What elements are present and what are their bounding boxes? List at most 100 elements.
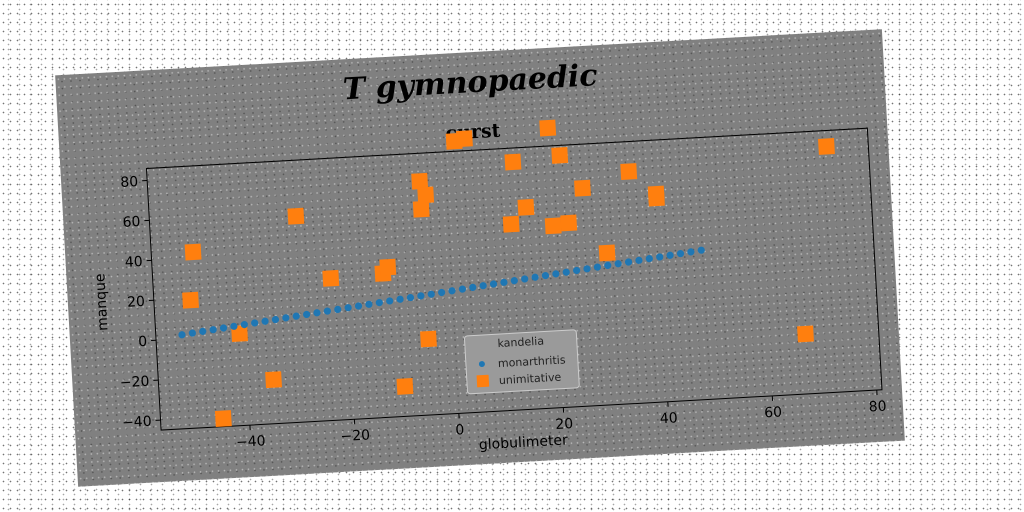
data-point-monarthritis [573, 266, 581, 275]
data-point-monarthritis [406, 293, 415, 302]
data-point-unimitative [560, 214, 578, 232]
legend: kandelia monarthritis unimitative [463, 329, 580, 395]
data-point-monarthritis [562, 268, 570, 276]
data-point-unimitative [598, 244, 616, 262]
plot-frame [145, 127, 883, 431]
data-point-monarthritis [593, 263, 602, 271]
data-point-monarthritis [261, 317, 269, 325]
data-point-monarthritis [469, 283, 477, 291]
data-point-unimitative [551, 146, 569, 164]
data-point-unimitative [504, 153, 522, 171]
data-point-monarthritis [583, 265, 591, 273]
data-point-unimitative [647, 185, 665, 203]
data-point-monarthritis [209, 326, 217, 334]
legend-title: kandelia [497, 335, 544, 351]
legend-box [463, 329, 580, 395]
data-point-unimitative [411, 172, 429, 190]
data-point-monarthritis [521, 275, 529, 283]
y-tick-label: 60 [122, 214, 141, 231]
data-point-unimitative [287, 207, 305, 225]
data-point-monarthritis [635, 256, 643, 264]
data-point-monarthritis [303, 310, 311, 319]
data-point-unimitative [182, 291, 199, 309]
data-point-monarthritis [396, 295, 404, 303]
legend-label-monarthritis: monarthritis [498, 353, 567, 370]
data-point-monarthritis [417, 292, 425, 300]
legend-marker-monarthritis [478, 361, 485, 368]
data-point-monarthritis [271, 315, 280, 324]
data-point-monarthritis [531, 273, 539, 281]
data-point-monarthritis [199, 327, 207, 335]
data-point-unimitative [184, 243, 202, 261]
data-point-unimitative [379, 258, 397, 276]
data-point-monarthritis [624, 258, 633, 266]
x-axis: −40 −20 0 20 40 60 80 [236, 390, 887, 451]
data-point-monarthritis [656, 253, 664, 261]
data-point-unimitative [214, 410, 232, 428]
data-point-monarthritis [354, 302, 363, 310]
x-tick-label: 80 [868, 399, 887, 416]
legend-label-unimitative: unimitative [499, 371, 562, 387]
data-point-monarthritis [427, 290, 435, 298]
data-point-monarthritis [219, 324, 228, 332]
data-point-monarthritis [178, 331, 186, 339]
data-point-monarthritis [375, 299, 383, 307]
y-tick-label: 80 [120, 174, 139, 191]
data-point-unimitative [818, 138, 835, 155]
data-point-monarthritis [448, 287, 456, 295]
data-point-monarthritis [188, 329, 196, 337]
y-axis-label: manque [92, 273, 111, 331]
figure-suptitle: T gymnopaedic [342, 58, 598, 107]
data-point-unimitative [544, 217, 562, 235]
y-axis: −40 −20 0 20 40 60 80 [119, 174, 161, 431]
data-point-monarthritis [230, 322, 238, 330]
data-point-monarthritis [697, 246, 705, 254]
data-point-monarthritis [458, 285, 466, 293]
data-point-unimitative [456, 130, 473, 148]
x-tick-label: 0 [455, 422, 465, 438]
data-point-monarthritis [645, 255, 653, 263]
data-point-monarthritis [614, 260, 622, 268]
data-point-unimitative [539, 119, 557, 137]
data-point-monarthritis [292, 312, 300, 320]
data-point-monarthritis [240, 321, 248, 329]
data-point-monarthritis [386, 297, 394, 305]
x-tick-label: 40 [659, 410, 678, 427]
data-point-monarthritis [541, 271, 550, 280]
y-tick-label: 40 [124, 254, 143, 271]
data-point-monarthritis [489, 280, 498, 288]
data-point-monarthritis [479, 282, 487, 290]
data-point-unimitative [574, 179, 591, 197]
data-point-unimitative [412, 200, 430, 218]
data-point-unimitative [502, 215, 520, 233]
y-tick-label: −20 [119, 374, 149, 392]
data-point-unimitative [620, 163, 638, 180]
data-point-unimitative [265, 371, 283, 389]
data-point-monarthritis [344, 304, 352, 312]
data-point-monarthritis [438, 288, 446, 297]
data-point-monarthritis [687, 248, 695, 256]
data-point-monarthritis [552, 270, 560, 278]
x-tick-label: −40 [236, 433, 266, 451]
x-tick-label: −20 [340, 427, 370, 445]
data-point-monarthritis [313, 309, 321, 317]
x-tick-label: 20 [555, 416, 574, 433]
data-point-monarthritis [251, 319, 259, 327]
series-unimitative [182, 119, 835, 428]
data-point-monarthritis [510, 277, 518, 285]
data-point-unimitative [322, 269, 340, 287]
data-point-monarthritis [604, 261, 612, 270]
x-tick-label: 60 [764, 404, 783, 421]
data-point-monarthritis [666, 251, 674, 259]
data-point-unimitative [396, 377, 414, 395]
y-tick-label: 0 [138, 334, 148, 350]
data-point-monarthritis [365, 300, 373, 308]
data-point-monarthritis [334, 305, 342, 313]
data-point-monarthritis [282, 314, 290, 322]
x-axis-label: globulimeter [479, 432, 569, 453]
y-tick-label: 20 [127, 294, 146, 311]
data-point-unimitative [417, 186, 435, 204]
figure-panel: T gymnopaedic curst −40 −20 0 20 40 60 80 −40−… [55, 29, 905, 487]
data-point-monarthritis [323, 307, 331, 315]
